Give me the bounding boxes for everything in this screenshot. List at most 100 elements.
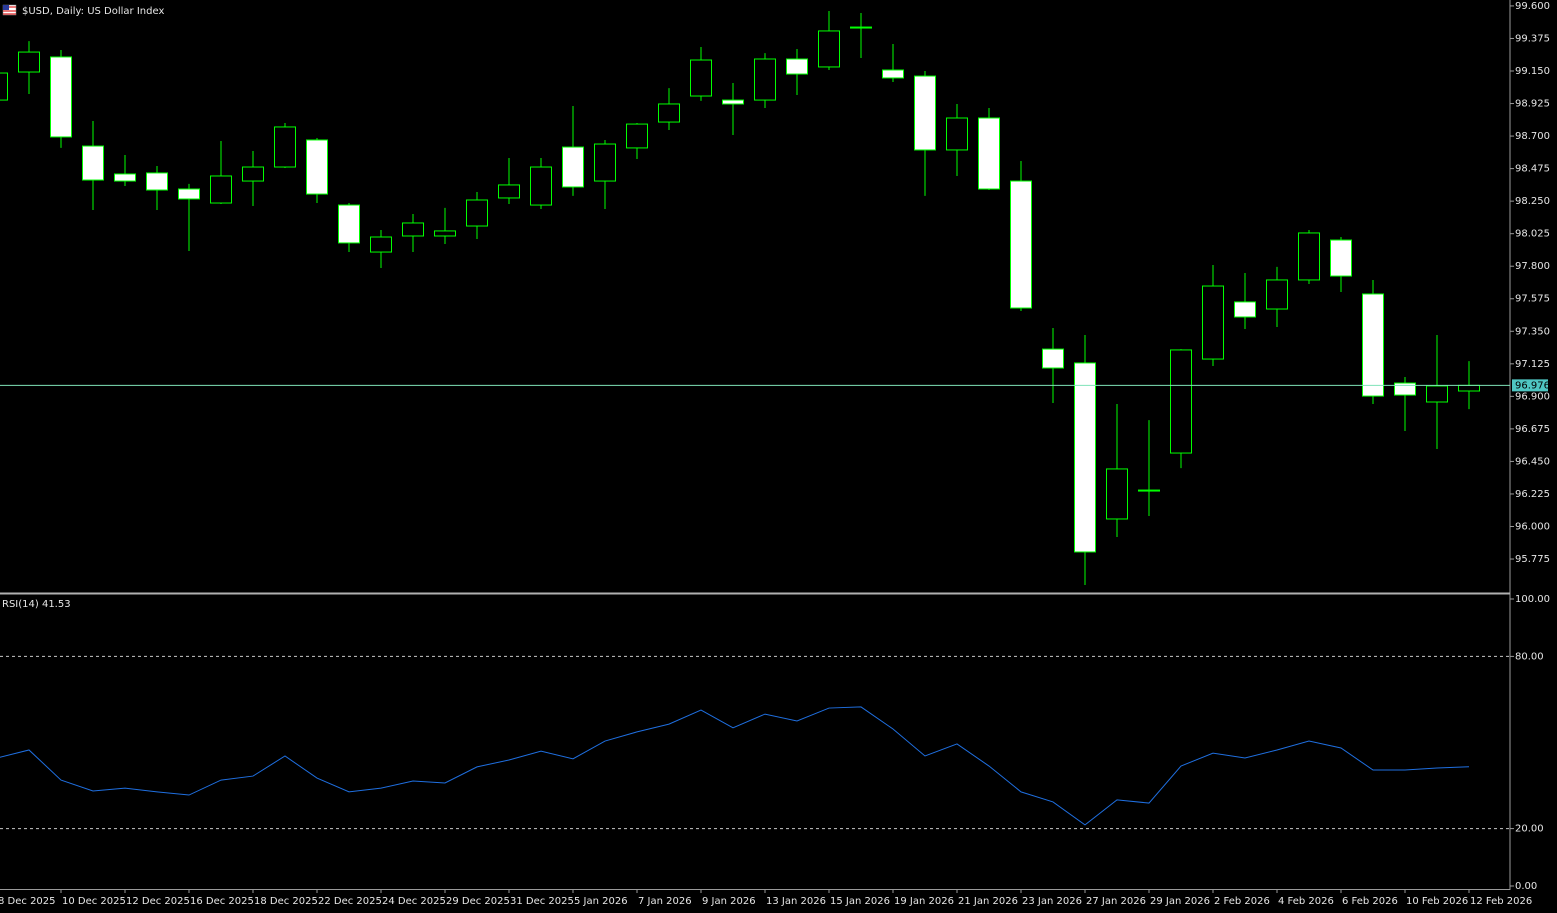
y-tick-label: 96.675: [1515, 424, 1550, 435]
x-tick-label: 6 Feb 2026: [1342, 896, 1398, 907]
candle-body: [914, 75, 936, 151]
x-tick-label: 18 Dec 2025: [254, 896, 318, 907]
candle-body: [754, 58, 776, 101]
candle-body: [82, 145, 104, 181]
candle-body: [1266, 279, 1288, 310]
candle-body: [1074, 362, 1096, 553]
chart-title: $USD, Daily: US Dollar Index: [22, 6, 164, 17]
y-tick-label: 98.475: [1515, 164, 1550, 175]
candle-body: [498, 184, 520, 199]
candle-body: [466, 199, 488, 227]
candle-body: [0, 72, 8, 101]
y-tick-label: 99.150: [1515, 66, 1550, 77]
x-tick-label: 31 Dec 2025: [510, 896, 574, 907]
candle-body: [1298, 232, 1320, 281]
x-tick-label: 7 Jan 2026: [638, 896, 692, 907]
y-tick-label: 95.775: [1515, 554, 1550, 565]
candle-body: [658, 103, 680, 123]
candle-body: [562, 146, 584, 188]
candle-body: [1394, 382, 1416, 396]
x-tick-label: 12 Feb 2026: [1470, 896, 1532, 907]
y-tick-label: 0.00: [1515, 881, 1537, 892]
candle-body: [1010, 180, 1032, 309]
candle-body: [18, 51, 40, 73]
candle-body: [530, 166, 552, 206]
x-tick-label: 19 Jan 2026: [894, 896, 954, 907]
x-tick-label: 10 Feb 2026: [1406, 896, 1468, 907]
x-tick-label: 21 Jan 2026: [958, 896, 1018, 907]
y-tick-label: 99.600: [1515, 1, 1550, 12]
candle-body: [210, 175, 232, 204]
candle-body: [1202, 285, 1224, 360]
candle-body: [402, 222, 424, 237]
candle-body: [1426, 385, 1448, 403]
x-tick-label: 15 Jan 2026: [830, 896, 890, 907]
y-tick-label: 97.575: [1515, 294, 1550, 305]
candle-body: [594, 143, 616, 182]
x-tick-label: 4 Feb 2026: [1278, 896, 1334, 907]
y-tick-label: 100.00: [1515, 594, 1550, 605]
candle-body: [850, 26, 872, 29]
x-tick-label: 5 Jan 2026: [574, 896, 628, 907]
y-tick-label: 97.800: [1515, 261, 1550, 272]
candle-body: [946, 117, 968, 151]
y-tick-label: 20.00: [1515, 824, 1544, 835]
candle-body: [242, 166, 264, 182]
current-price-box: [1512, 379, 1548, 392]
y-tick-label: 97.125: [1515, 359, 1550, 370]
candle-body: [882, 69, 904, 79]
candle-body: [786, 58, 808, 75]
candle-body: [1330, 239, 1352, 277]
y-tick-label: 96.000: [1515, 521, 1550, 532]
indicator-title: RSI(14) 41.53: [2, 599, 71, 610]
candle-body: [114, 173, 136, 182]
rsi-line: [0, 706, 1470, 826]
x-tick-label: 29 Jan 2026: [1150, 896, 1210, 907]
candle-body: [818, 30, 840, 68]
candle-body: [1170, 349, 1192, 454]
candle-body: [338, 204, 360, 244]
candle-body: [690, 59, 712, 97]
candle-body: [370, 236, 392, 253]
y-tick-label: 96.900: [1515, 391, 1550, 402]
y-tick-label: 99.375: [1515, 33, 1550, 44]
y-tick-label: 98.925: [1515, 99, 1550, 110]
candle-body: [722, 99, 744, 105]
y-tick-label: 96.450: [1515, 456, 1550, 467]
x-tick-label: 27 Jan 2026: [1086, 896, 1146, 907]
x-tick-label: 29 Dec 2025: [446, 896, 510, 907]
candle-body: [1042, 348, 1064, 369]
y-tick-label: 97.350: [1515, 326, 1550, 337]
x-tick-label: 22 Dec 2025: [318, 896, 382, 907]
candle-body: [1362, 293, 1384, 397]
x-tick-label: 24 Dec 2025: [382, 896, 446, 907]
x-tick-label: 8 Dec 2025: [0, 896, 56, 907]
candle-body: [1458, 384, 1480, 392]
flag-icon: [2, 4, 17, 16]
x-tick-label: 12 Dec 2025: [126, 896, 190, 907]
y-tick-label: 98.025: [1515, 229, 1550, 240]
candle-body: [1234, 301, 1256, 318]
candle-body: [274, 126, 296, 168]
candle-body: [1106, 468, 1128, 520]
x-tick-label: 10 Dec 2025: [62, 896, 126, 907]
candle-body: [50, 56, 72, 138]
x-tick-label: 13 Jan 2026: [766, 896, 826, 907]
x-tick-label: 23 Jan 2026: [1022, 896, 1082, 907]
x-tick-label: 2 Feb 2026: [1214, 896, 1270, 907]
candle-body: [1138, 489, 1160, 492]
candle-body: [178, 188, 200, 200]
candle-body: [306, 139, 328, 195]
candle-body: [434, 230, 456, 237]
y-tick-label: 98.700: [1515, 131, 1550, 142]
y-tick-label: 98.250: [1515, 196, 1550, 207]
current-price-label: 96.976: [1515, 380, 1550, 391]
candle-body: [978, 117, 1000, 190]
x-tick-label: 16 Dec 2025: [190, 896, 254, 907]
y-tick-label: 80.00: [1515, 651, 1544, 662]
y-tick-label: 96.225: [1515, 489, 1550, 500]
candle-body: [146, 172, 168, 191]
